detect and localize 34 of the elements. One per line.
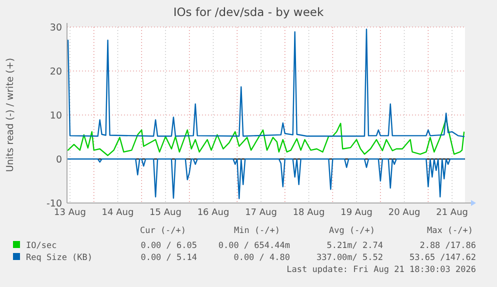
x-tick-label: 16 Aug (197, 208, 230, 218)
y-tick-label: 30 (50, 22, 62, 34)
text: Max (-/+) (426, 226, 474, 236)
x-tick-label: 19 Aug (340, 208, 372, 218)
text: 5.21m/ 2.74 (326, 241, 383, 251)
line-series (67, 158, 465, 200)
x-tick-label: 20 Aug (388, 208, 420, 218)
text: 2.88 /17.86 (420, 241, 476, 251)
text: Min (-/+) (234, 226, 280, 236)
text: 0.00 / 5.14 (140, 253, 197, 263)
y-tick-label: 10 (50, 110, 62, 122)
x-tick-label: 18 Aug (292, 208, 325, 218)
text: Last update: Fri Aug 21 18:30:03 2026 (286, 265, 476, 275)
y-tick-label: 0 (56, 154, 62, 166)
legend-label: Req Size (KB) (26, 253, 93, 263)
y-tick-label: -10 (46, 198, 62, 210)
x-tick-label: 14 Aug (102, 208, 134, 218)
text: 0.00 / 4.80 (234, 253, 290, 263)
x-tick-label: 21 Aug (436, 208, 468, 218)
y-axis-title: Units read (-) / write (+) (5, 58, 16, 172)
x-tick-label: 13 Aug (54, 208, 86, 218)
line-series (67, 118, 465, 156)
text: Avg (-/+) (328, 226, 376, 236)
text: 0.00 / 654.44m (218, 241, 290, 251)
y-tick-label: 20 (50, 66, 62, 78)
text: Cur (-/+) (140, 226, 186, 236)
chart-title: IOs for /dev/sda - by week (173, 5, 324, 19)
text: 0.00 / 6.05 (140, 241, 197, 251)
x-tick-label: 15 Aug (150, 208, 182, 218)
text: 337.00m/ 5.52 (316, 253, 383, 263)
text: 53.65 /147.62 (409, 253, 476, 263)
line-series (67, 28, 465, 138)
legend-label: IO/sec (26, 241, 57, 251)
x-tick-label: 17 Aug (245, 208, 277, 218)
